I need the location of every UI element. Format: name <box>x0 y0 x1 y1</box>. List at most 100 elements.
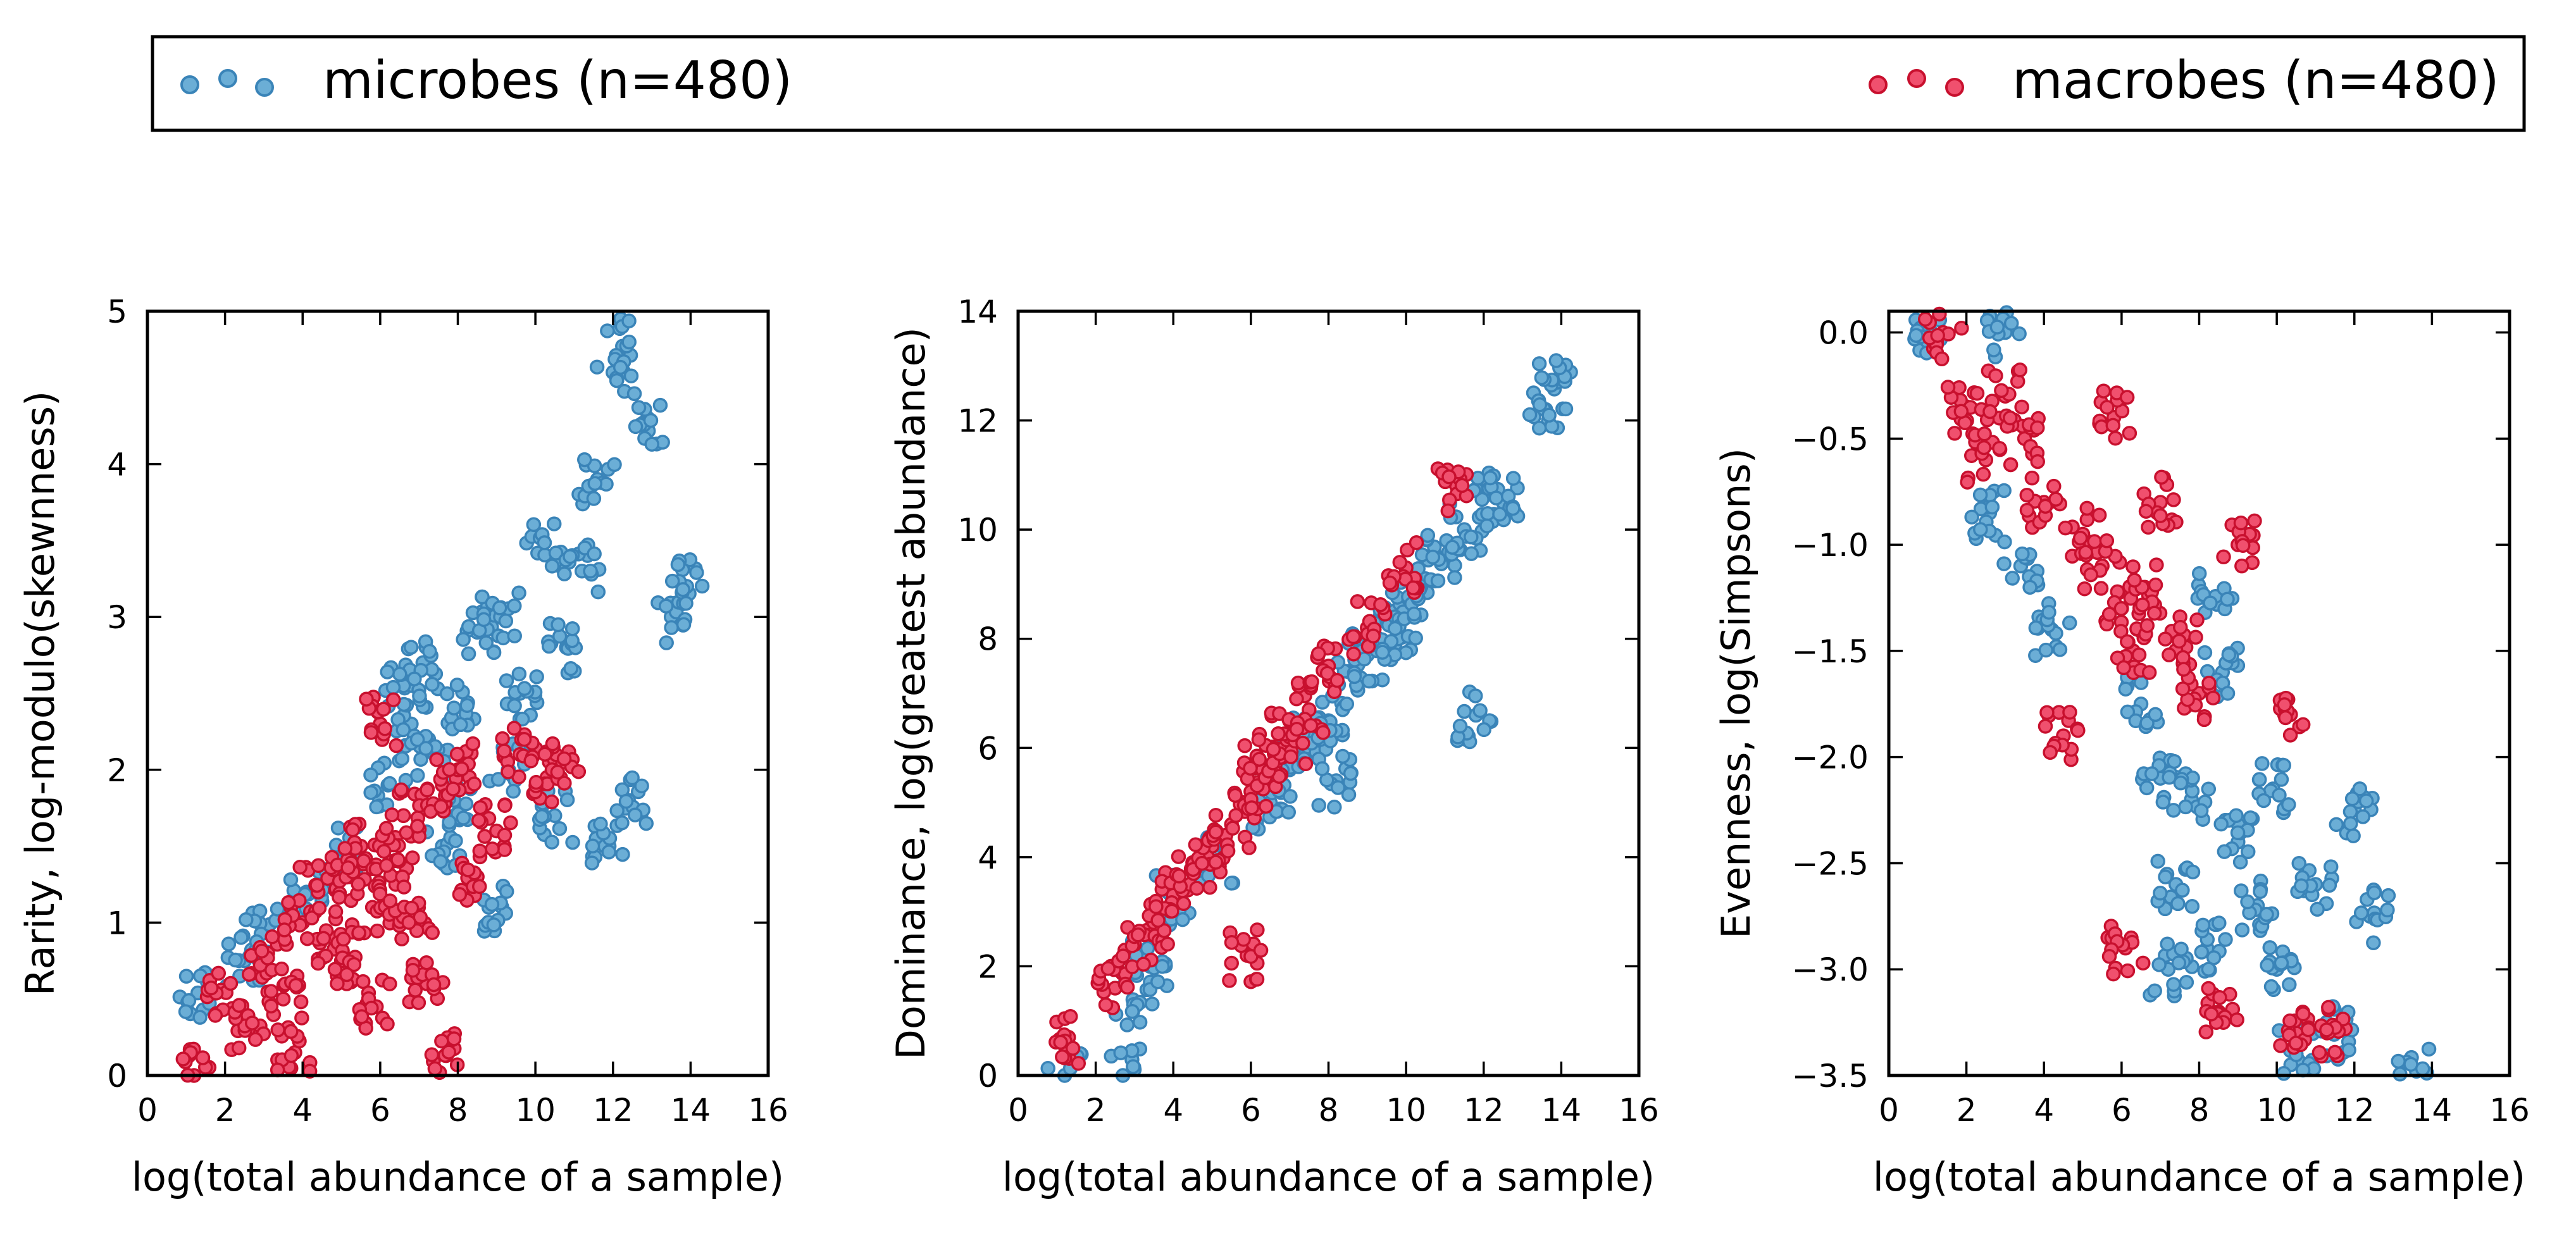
data-point <box>2205 690 2221 706</box>
data-point <box>2012 326 2027 342</box>
data-point <box>1969 385 1985 401</box>
data-point <box>445 781 461 796</box>
data-point <box>2272 788 2287 803</box>
data-point <box>2282 1013 2298 1029</box>
data-point <box>2353 905 2369 920</box>
data-point <box>405 850 420 865</box>
data-point <box>1236 932 1251 947</box>
data-point <box>1934 351 1950 367</box>
data-point <box>439 686 455 702</box>
data-point <box>1392 555 1408 570</box>
data-point <box>429 752 444 767</box>
data-point <box>263 998 279 1013</box>
data-point <box>351 925 366 941</box>
data-point <box>557 776 572 791</box>
y-axis-label: Evenness, log(Simpsons) <box>1713 448 1759 939</box>
data-point <box>1505 500 1521 516</box>
data-point <box>2003 410 2018 426</box>
y-tick-label: 14 <box>957 294 998 330</box>
data-point <box>2105 418 2121 433</box>
data-point <box>544 794 559 810</box>
data-point <box>1283 749 1298 765</box>
y-tick-label: 3 <box>107 599 127 636</box>
data-point <box>396 879 412 895</box>
data-point <box>631 400 647 415</box>
x-tick-label: 6 <box>1241 1092 1261 1129</box>
data-point <box>454 761 470 777</box>
data-point <box>507 598 522 614</box>
data-point <box>1407 606 1422 622</box>
data-point <box>537 747 552 762</box>
data-point <box>2078 545 2093 560</box>
data-point <box>678 596 694 611</box>
data-point <box>1194 855 1210 871</box>
data-point <box>382 893 398 908</box>
data-point <box>1171 849 1186 864</box>
data-point <box>1202 879 1217 895</box>
data-point <box>378 821 394 836</box>
data-point <box>590 584 606 600</box>
data-point <box>689 565 704 580</box>
data-point <box>419 955 434 970</box>
y-tick-label: 0.0 <box>1818 315 1869 352</box>
x-tick-label: 14 <box>2412 1092 2453 1129</box>
data-point <box>1992 440 2007 456</box>
data-point <box>2229 1012 2244 1027</box>
data-point <box>2216 549 2231 565</box>
x-axis-label: log(total abundance of a sample) <box>1002 1154 1655 1200</box>
data-point <box>643 412 659 428</box>
data-point <box>1953 404 1969 419</box>
data-point <box>2038 642 2054 658</box>
data-point <box>293 994 309 1010</box>
data-point <box>497 743 512 759</box>
legend-box <box>151 35 2526 132</box>
data-point <box>1996 556 2012 571</box>
data-point <box>211 965 227 981</box>
data-point <box>1283 789 1298 804</box>
data-point <box>2344 791 2360 807</box>
data-point <box>310 955 326 971</box>
data-point <box>1130 927 1146 943</box>
data-point <box>2213 816 2229 832</box>
data-point <box>2276 1066 2291 1081</box>
data-point <box>2230 825 2246 841</box>
y-tick-label: −3.0 <box>1792 951 1869 988</box>
data-point <box>563 548 578 564</box>
data-point <box>2172 619 2188 635</box>
data-point <box>208 1008 223 1023</box>
data-point <box>339 967 354 982</box>
data-point <box>2120 704 2136 720</box>
y-tick-label: 1 <box>107 905 127 941</box>
data-point <box>311 900 327 916</box>
data-point <box>1973 522 1988 537</box>
y-tick-label: −1.0 <box>1792 527 1869 564</box>
data-point <box>377 721 393 736</box>
data-point <box>1382 575 1398 591</box>
data-point <box>2030 454 2045 469</box>
data-point <box>676 617 692 633</box>
data-point <box>1224 934 1240 950</box>
data-point <box>1548 353 1564 368</box>
data-point <box>1947 426 1962 441</box>
x-tick-label: 16 <box>2489 1092 2530 1129</box>
data-point <box>2139 618 2155 633</box>
data-point <box>1339 697 1355 712</box>
data-point <box>2083 567 2098 583</box>
data-point <box>1420 528 1436 543</box>
data-point <box>2171 955 2187 970</box>
data-point <box>403 640 419 655</box>
data-point <box>1155 958 1170 974</box>
scatter-points <box>1907 305 2437 1082</box>
data-point <box>614 815 630 831</box>
data-point <box>1100 961 1116 976</box>
data-point <box>2041 605 2056 620</box>
x-tick-label: 0 <box>137 1092 158 1129</box>
data-point <box>2366 935 2381 951</box>
data-point <box>564 633 580 648</box>
data-point <box>247 1032 263 1047</box>
data-point <box>1330 780 1346 795</box>
panel-evenness: 0 2 4 6 8 10 12 14 16 0.0 −0.5 −1.0 −1.5 −2.0 −2.5 −3.0… <box>1713 305 2530 1200</box>
data-point <box>1175 912 1190 927</box>
data-point <box>254 943 270 958</box>
